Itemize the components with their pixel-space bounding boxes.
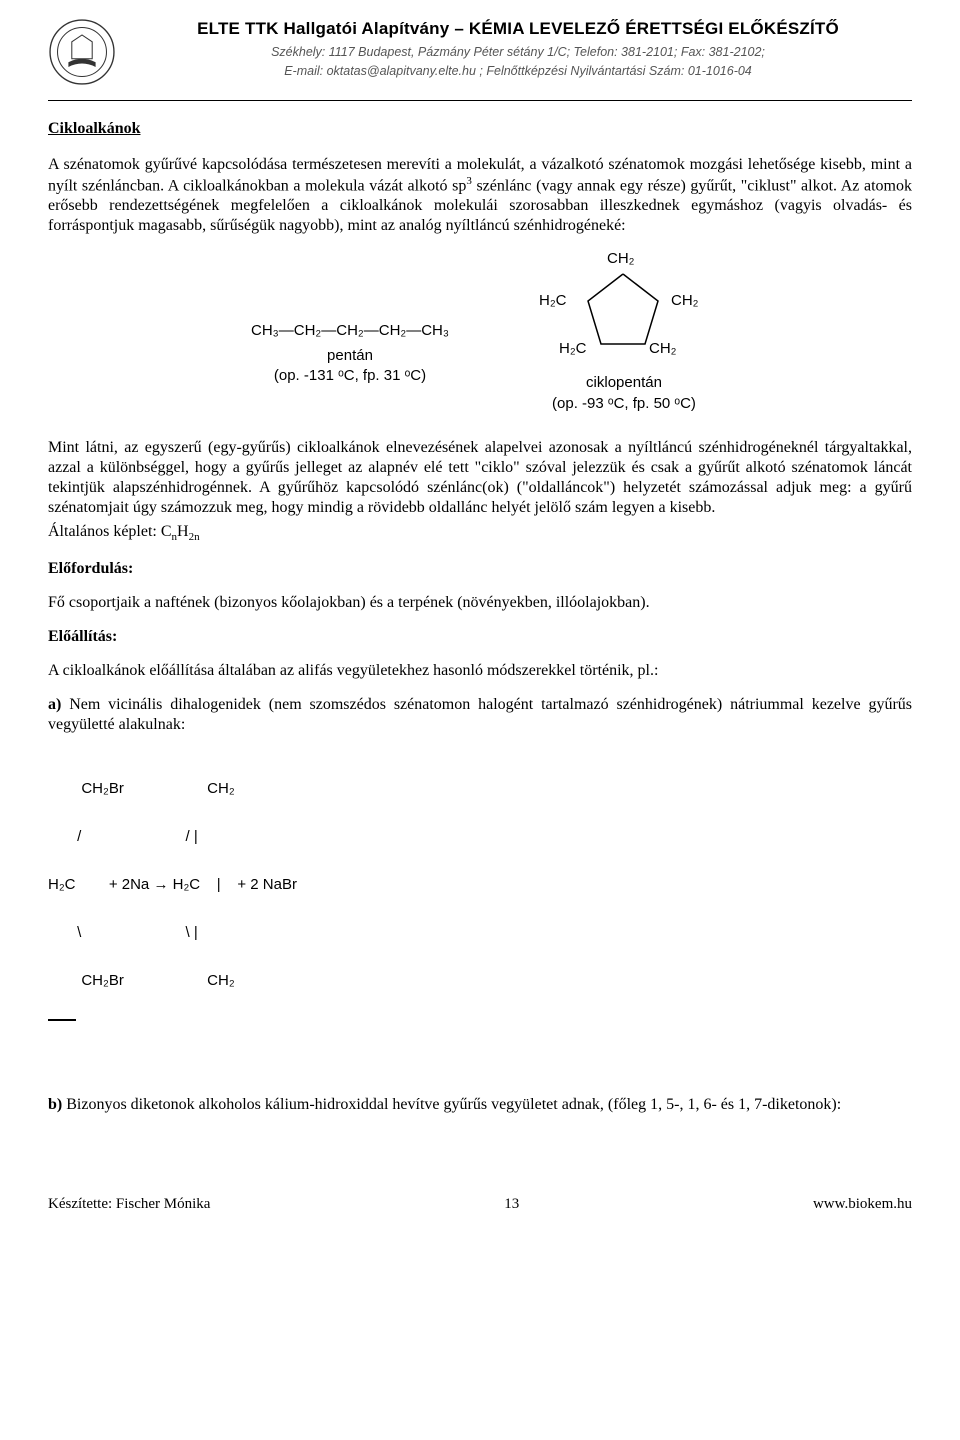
ring-ch2-ul: H₂C (539, 292, 567, 311)
ring-ch2-ll: H₂C (559, 340, 587, 359)
intro-paragraph: A szénatomok gyűrűvé kapcsolódása termés… (48, 155, 912, 236)
elte-seal-icon (48, 18, 116, 92)
header-contact: E-mail: oktatas@alapitvany.elte.hu ; Fel… (124, 62, 912, 81)
reaction-line1: CH₂Br CH₂ (48, 777, 912, 801)
method-a-text: Nem vicinális dihalogenidek (nem szomszé… (48, 696, 912, 733)
pentane-formula: CH₃—CH₂—CH₂—CH₂—CH₃ (251, 322, 449, 341)
occurrence-text: Fő csoportjaik a naftének (bizonyos kőol… (48, 593, 912, 613)
ring-ch2-lr: CH₂ (649, 340, 677, 359)
formula-sub-2n: 2n (189, 531, 200, 543)
header-title: ELTE TTK Hallgatói Alapítvány – KÉMIA LE… (124, 18, 912, 39)
formula-h: H (177, 523, 189, 540)
method-a: a) Nem vicinális dihalogenidek (nem szom… (48, 695, 912, 735)
method-b-text: Bizonyos diketonok alkoholos kálium-hidr… (62, 1096, 841, 1113)
cyclopentane-structure: CH₂ CH₂ H₂C H₂C CH₂ ciklopentán (op. -93… (539, 254, 709, 414)
page-header: ELTE TTK Hallgatói Alapítvány – KÉMIA LE… (48, 18, 912, 101)
footer-author: Készítette: Fischer Mónika (48, 1195, 210, 1214)
preparation-intro: A cikloalkánok előállítása általában az … (48, 661, 912, 681)
header-address: Székhely: 1117 Budapest, Pázmány Péter s… (124, 43, 912, 62)
occurrence-heading: Előfordulás: (48, 559, 912, 579)
pentane-name: pentán (327, 347, 373, 366)
header-text-block: ELTE TTK Hallgatói Alapítvány – KÉMIA LE… (124, 18, 912, 81)
preparation-heading: Előállítás: (48, 627, 912, 647)
general-formula: Általános képlet: CnH2n (48, 522, 912, 545)
reaction-line3: H₂C + 2Na → H₂C | + 2 NaBr (48, 873, 912, 897)
pentane-structure: CH₃—CH₂—CH₂—CH₂—CH₃ pentán (op. -131 ᵒC,… (251, 282, 449, 386)
reaction-line4: \ \ | (48, 921, 912, 945)
section-title: Cikloalkánok (48, 119, 912, 139)
ring-ch2-ur: CH₂ (671, 292, 699, 311)
naming-paragraph: Mint látni, az egyszerű (egy-gyűrűs) cik… (48, 438, 912, 518)
footer-page-number: 13 (504, 1195, 519, 1214)
reaction-line2: / / | (48, 825, 912, 849)
method-b-label: b) (48, 1096, 62, 1113)
footer-url: www.biokem.hu (813, 1195, 912, 1214)
method-a-label: a) (48, 696, 61, 713)
formula-label: Általános képlet: C (48, 523, 172, 540)
cyclopentane-name: ciklopentán (586, 374, 662, 393)
reaction-line5: CH₂Br CH₂ (48, 969, 912, 993)
cyclopentane-props: (op. -93 ᵒC, fp. 50 ᵒC) (552, 395, 696, 414)
reaction-scheme: CH₂Br CH₂ / / | H₂C + 2Na → H₂C | + 2 Na… (48, 753, 912, 1045)
ring-ch2-top: CH₂ (607, 250, 635, 269)
method-b: b) Bizonyos diketonok alkoholos kálium-h… (48, 1095, 912, 1115)
pentane-props: (op. -131 ᵒC, fp. 31 ᵒC) (274, 367, 426, 386)
structure-diagram: CH₃—CH₂—CH₂—CH₂—CH₃ pentán (op. -131 ᵒC,… (48, 254, 912, 414)
page-footer: Készítette: Fischer Mónika 13 www.biokem… (48, 1195, 912, 1214)
reaction-underline (48, 1019, 76, 1021)
